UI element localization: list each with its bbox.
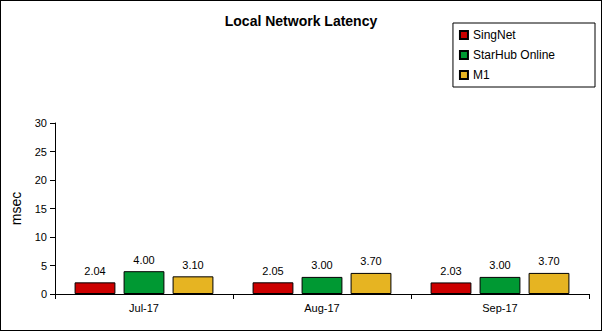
svg-text:30: 30	[35, 117, 47, 129]
svg-text:10: 10	[35, 231, 47, 243]
svg-text:5: 5	[41, 260, 47, 272]
svg-text:Sep-17: Sep-17	[482, 302, 517, 314]
svg-text:3.70: 3.70	[538, 255, 559, 267]
svg-text:0: 0	[41, 288, 47, 300]
svg-text:M1: M1	[473, 68, 490, 82]
svg-text:msec: msec	[8, 192, 24, 225]
svg-text:3.00: 3.00	[489, 259, 510, 271]
svg-text:Jul-17: Jul-17	[129, 302, 159, 314]
svg-text:4.00: 4.00	[133, 254, 154, 266]
svg-text:15: 15	[35, 203, 47, 215]
svg-text:20: 20	[35, 174, 47, 186]
svg-text:Aug-17: Aug-17	[304, 302, 339, 314]
svg-text:3.10: 3.10	[182, 259, 203, 271]
svg-text:Local Network Latency: Local Network Latency	[225, 13, 378, 29]
svg-text:SingNet: SingNet	[473, 28, 516, 42]
svg-text:2.03: 2.03	[440, 265, 461, 277]
svg-text:25: 25	[35, 146, 47, 158]
svg-text:2.05: 2.05	[262, 265, 283, 277]
svg-text:2.04: 2.04	[84, 265, 105, 277]
svg-text:3.00: 3.00	[311, 259, 332, 271]
svg-text:StarHub Online: StarHub Online	[473, 48, 555, 62]
svg-text:3.70: 3.70	[360, 255, 381, 267]
